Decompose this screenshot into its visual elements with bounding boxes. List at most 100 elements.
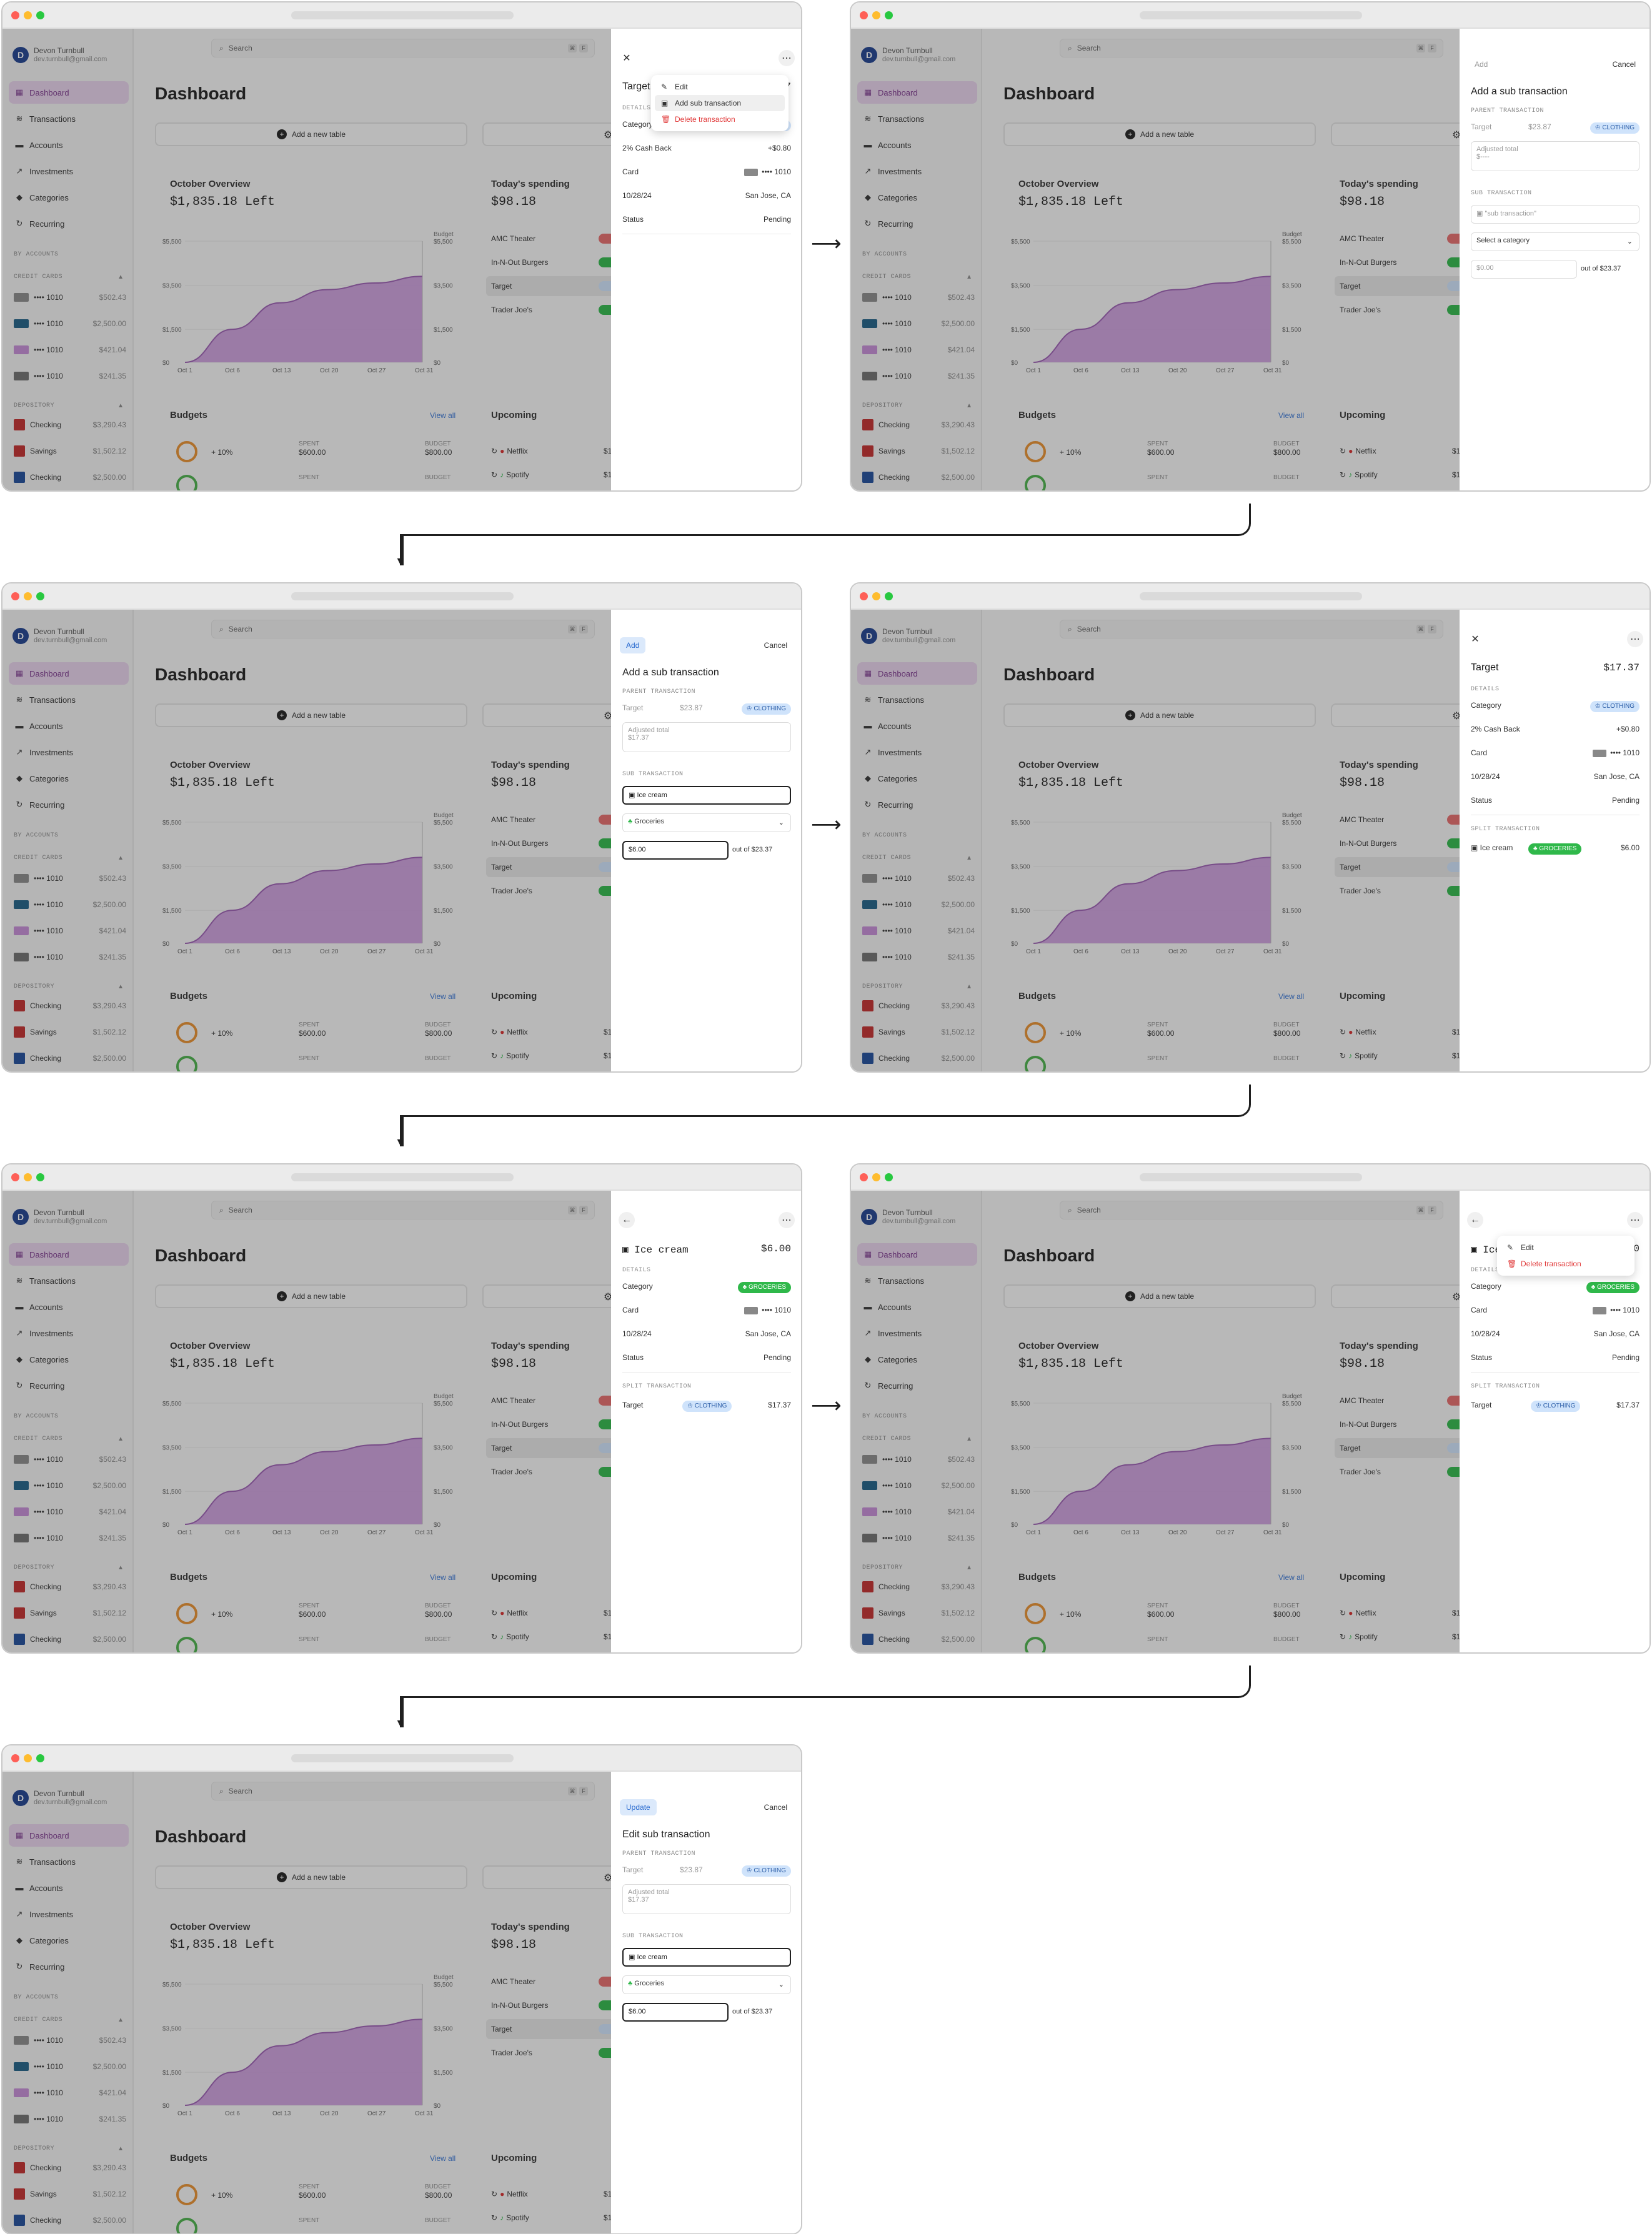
view-all-link[interactable]: View all bbox=[430, 411, 456, 420]
credit-card-item[interactable]: •••• 1010 $241.35 bbox=[14, 950, 126, 965]
credit-card-item[interactable]: •••• 1010 $502.43 bbox=[14, 871, 126, 886]
credit-card-item[interactable]: •••• 1010 $2,500.00 bbox=[862, 897, 975, 912]
minimize-window-button[interactable] bbox=[24, 11, 32, 19]
upcoming-item[interactable]: ↻ ● Netflix $13.9 bbox=[1340, 444, 1460, 459]
merchant-row[interactable]: Target bbox=[1335, 276, 1460, 296]
table-slot[interactable] bbox=[1331, 1284, 1460, 1308]
view-all-link[interactable]: View all bbox=[430, 992, 456, 1001]
gear-icon[interactable]: ⚙ bbox=[604, 710, 611, 722]
view-all-link[interactable]: View all bbox=[1278, 411, 1305, 420]
cancel-button[interactable]: Cancel bbox=[1606, 56, 1642, 72]
credit-card-item[interactable]: •••• 1010 $502.43 bbox=[14, 1452, 126, 1467]
merchant-row[interactable]: Target bbox=[1335, 1438, 1460, 1458]
menu-delete[interactable]: 🗑 Delete transaction bbox=[655, 111, 785, 127]
merchant-row[interactable]: Target bbox=[486, 2019, 611, 2039]
chevron-up-icon[interactable]: ▲ bbox=[117, 983, 124, 990]
credit-card-item[interactable]: •••• 1010 $421.04 bbox=[862, 342, 975, 357]
budget-row[interactable]: + 10% SPENT $600.00 BUDGET $800.00 bbox=[1018, 1021, 1306, 1046]
maximize-window-button[interactable] bbox=[885, 11, 893, 19]
table-slot[interactable] bbox=[1331, 122, 1460, 146]
upcoming-item[interactable]: ↻ ♪ Spotify $12.9 bbox=[491, 2210, 611, 2225]
credit-card-item[interactable]: •••• 1010 $502.43 bbox=[14, 2033, 126, 2048]
sidebar-item-investments[interactable]: ↗ Investments bbox=[857, 160, 977, 182]
chevron-up-icon[interactable]: ▲ bbox=[117, 402, 124, 409]
merchant-row[interactable]: In-N-Out Burgers bbox=[486, 1414, 611, 1434]
search-input[interactable]: ⌕ Search ⌘ F bbox=[211, 1201, 595, 1219]
add-table-button[interactable]: + Add a new table bbox=[155, 1284, 467, 1308]
credit-card-item[interactable]: •••• 1010 $241.35 bbox=[14, 2112, 126, 2127]
cancel-button[interactable]: Cancel bbox=[758, 1799, 794, 1815]
gear-icon[interactable]: ⚙ bbox=[1452, 129, 1460, 141]
amount-input[interactable]: $0.00 bbox=[1471, 260, 1577, 279]
maximize-window-button[interactable] bbox=[885, 592, 893, 600]
search-input[interactable]: ⌕ Search ⌘ F bbox=[1060, 620, 1443, 638]
user-profile[interactable]: D Devon Turnbull dev.turnbull@gmail.com bbox=[861, 617, 955, 655]
sidebar-item-categories[interactable]: ◆ Categories bbox=[857, 1348, 977, 1371]
budget-row[interactable]: SPENT BUDGET bbox=[1018, 1055, 1306, 1071]
budget-row[interactable]: + 10% SPENT $600.00 BUDGET $800.00 bbox=[1018, 440, 1306, 465]
budget-row[interactable]: + 10% SPENT $600.00 BUDGET $800.00 bbox=[170, 1602, 457, 1627]
merchant-row[interactable]: Trader Joe's bbox=[1335, 881, 1460, 901]
budget-row[interactable]: + 10% SPENT $600.00 BUDGET $800.00 bbox=[170, 1021, 457, 1046]
sidebar-item-dashboard[interactable]: ▦ Dashboard bbox=[857, 662, 977, 685]
depository-item[interactable]: Checking $3,290.43 bbox=[14, 2160, 126, 2175]
cancel-button[interactable]: Cancel bbox=[758, 637, 794, 653]
depository-item[interactable]: Checking $3,290.43 bbox=[862, 417, 975, 432]
depository-item[interactable]: Checking $3,290.43 bbox=[14, 998, 126, 1013]
sidebar-item-categories[interactable]: ◆ Categories bbox=[857, 767, 977, 790]
update-button[interactable]: Update bbox=[620, 1799, 657, 1815]
credit-card-item[interactable]: •••• 1010 $421.04 bbox=[14, 923, 126, 938]
maximize-window-button[interactable] bbox=[36, 11, 44, 19]
budget-row[interactable]: SPENT BUDGET bbox=[170, 1055, 457, 1071]
modal-overlay[interactable] bbox=[2, 1191, 611, 1652]
modal-overlay[interactable] bbox=[2, 1772, 611, 2233]
sidebar-item-recurring[interactable]: ↻ Recurring bbox=[857, 1374, 977, 1397]
depository-item[interactable]: Savings $1,502.12 bbox=[14, 1606, 126, 1621]
merchant-row[interactable]: Trader Joe's bbox=[486, 300, 611, 320]
address-bar[interactable] bbox=[291, 1754, 514, 1762]
split-row[interactable]: Target ♔ CLOTHING $17.37 bbox=[1471, 1401, 1640, 1412]
merchant-row[interactable]: Trader Joe's bbox=[486, 1462, 611, 1482]
add-table-button[interactable]: + Add a new table bbox=[155, 703, 467, 727]
view-all-link[interactable]: View all bbox=[1278, 992, 1305, 1001]
close-window-button[interactable] bbox=[11, 1754, 19, 1762]
close-window-button[interactable] bbox=[11, 592, 19, 600]
user-profile[interactable]: D Devon Turnbull dev.turnbull@gmail.com bbox=[12, 617, 107, 655]
depository-item[interactable]: Savings $1,502.12 bbox=[862, 1025, 975, 1040]
minimize-window-button[interactable] bbox=[872, 592, 880, 600]
sidebar-item-accounts[interactable]: ▬ Accounts bbox=[857, 1296, 977, 1318]
gear-icon[interactable]: ⚙ bbox=[604, 129, 611, 141]
table-slot[interactable] bbox=[482, 122, 611, 146]
sidebar-item-transactions[interactable]: ≋ Transactions bbox=[9, 1269, 129, 1292]
depository-item[interactable]: Savings $1,502.12 bbox=[862, 444, 975, 459]
category-select[interactable]: ♣ Groceries ⌄ bbox=[622, 1975, 791, 1994]
address-bar[interactable] bbox=[1140, 592, 1362, 600]
sidebar-item-transactions[interactable]: ≋ Transactions bbox=[9, 1850, 129, 1873]
budget-row[interactable]: + 10% SPENT $600.00 BUDGET $800.00 bbox=[1018, 1602, 1306, 1627]
sidebar-item-categories[interactable]: ◆ Categories bbox=[9, 1348, 129, 1371]
credit-card-item[interactable]: •••• 1010 $2,500.00 bbox=[14, 316, 126, 331]
more-icon[interactable]: ⋯ bbox=[779, 50, 795, 66]
minimize-window-button[interactable] bbox=[872, 1173, 880, 1181]
split-row[interactable]: ▣ Ice cream ♣ GROCERIES $6.00 bbox=[1471, 843, 1640, 855]
merchant-row[interactable]: AMC Theater bbox=[1335, 810, 1460, 830]
address-bar[interactable] bbox=[1140, 1173, 1362, 1181]
sidebar-item-categories[interactable]: ◆ Categories bbox=[9, 186, 129, 209]
modal-overlay[interactable] bbox=[851, 1191, 1460, 1652]
more-icon[interactable]: ⋯ bbox=[1627, 1212, 1643, 1228]
upcoming-item[interactable]: ↻ ● Netflix $13.9 bbox=[491, 2187, 611, 2202]
credit-card-item[interactable]: •••• 1010 $502.43 bbox=[862, 871, 975, 886]
sidebar-item-categories[interactable]: ◆ Categories bbox=[9, 1929, 129, 1952]
search-input[interactable]: ⌕ Search ⌘ F bbox=[1060, 39, 1443, 57]
minimize-window-button[interactable] bbox=[24, 1173, 32, 1181]
upcoming-item[interactable]: ↻ ♪ Spotify $12.9 bbox=[1340, 1629, 1460, 1644]
upcoming-item[interactable]: ↻ ● Netflix $13.9 bbox=[1340, 1606, 1460, 1621]
table-slot[interactable] bbox=[482, 1865, 611, 1889]
maximize-window-button[interactable] bbox=[36, 1173, 44, 1181]
merchant-row[interactable]: AMC Theater bbox=[486, 229, 611, 249]
close-window-button[interactable] bbox=[860, 11, 868, 19]
maximize-window-button[interactable] bbox=[36, 592, 44, 600]
table-slot[interactable] bbox=[482, 703, 611, 727]
sidebar-item-accounts[interactable]: ▬ Accounts bbox=[9, 715, 129, 737]
merchant-row[interactable]: AMC Theater bbox=[486, 1391, 611, 1411]
